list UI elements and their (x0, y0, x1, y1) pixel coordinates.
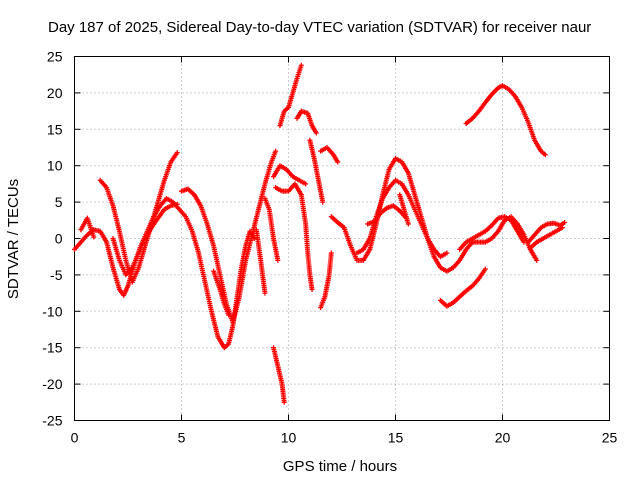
series-arc-w (463, 83, 548, 158)
data-point (320, 199, 326, 205)
data-point (559, 225, 565, 231)
data-point (542, 152, 548, 158)
x-tick-label: 10 (281, 430, 297, 446)
y-tick-label: 15 (47, 121, 63, 137)
series-layer (72, 62, 568, 405)
x-tick-label: 5 (178, 430, 186, 446)
grid-layer (74, 56, 610, 421)
data-point (309, 286, 315, 292)
series-arc-t (365, 203, 409, 227)
data-point (562, 219, 568, 225)
y-tick-label: 5 (55, 194, 63, 210)
data-point (534, 257, 540, 263)
series-arc-b (78, 215, 97, 240)
data-point (313, 130, 319, 136)
series-arc-u (397, 192, 411, 227)
x-tick-label: 15 (388, 430, 404, 446)
series-arc-f (211, 268, 232, 318)
data-point (275, 257, 281, 263)
data-point (273, 148, 279, 154)
series-arc-e (179, 148, 279, 325)
chart-title: Day 187 of 2025, Sidereal Day-to-day VTE… (48, 19, 591, 36)
data-point (281, 399, 287, 405)
series-arc-i (271, 345, 287, 405)
series-arc-v (437, 266, 488, 309)
data-point (335, 159, 341, 165)
data-point (521, 239, 527, 245)
data-point (174, 201, 180, 207)
data-point (405, 221, 411, 227)
series-arc-q (318, 145, 341, 165)
series-arc-s (354, 177, 450, 260)
y-tick-label: -5 (50, 267, 63, 283)
series-arc-z (527, 225, 565, 251)
data-point (303, 181, 309, 187)
y-axis-label: SDTVAR / TECUs (5, 179, 22, 299)
y-tick-label: -15 (42, 340, 62, 356)
x-axis-label: GPS time / hours (283, 458, 397, 475)
y-tick-label: 20 (47, 85, 63, 101)
x-tick-label: 25 (602, 430, 618, 446)
series-arc-g (253, 227, 268, 296)
x-tick-label: 0 (71, 430, 79, 446)
series-arc-d (110, 201, 180, 278)
series-arc-r (328, 155, 540, 274)
data-point (444, 250, 450, 256)
y-tick-label: 25 (47, 49, 63, 65)
data-point (482, 266, 488, 272)
data-point (298, 62, 304, 68)
y-tick-label: 0 (55, 231, 63, 247)
series-arc-n (298, 192, 315, 292)
series-arc-k (271, 163, 309, 187)
data-point (91, 234, 97, 240)
series-arc-o (307, 137, 326, 205)
series-arc-c (97, 150, 180, 285)
series-arc-m (294, 108, 319, 136)
data-point (262, 290, 268, 296)
series-arc-p (318, 250, 334, 311)
series-arc-h (262, 195, 281, 263)
data-point (226, 312, 232, 318)
y-tick-label: 10 (47, 158, 63, 174)
data-point (174, 150, 180, 156)
series-arc-x (457, 214, 527, 252)
y-tick-label: -20 (42, 376, 62, 392)
tick-layer: 0 5 10 15 20 25 -25 -20 -15 -10 -5 0 5 10 15 20 25 (42, 49, 617, 446)
data-point (328, 250, 334, 256)
x-tick-label: 20 (495, 430, 511, 446)
series-arc-a (72, 195, 257, 351)
series-arc-j (277, 62, 304, 129)
y-tick-label: -10 (42, 303, 62, 319)
series-arc-y (525, 219, 568, 245)
y-tick-label: -25 (42, 413, 62, 429)
plot-frame (74, 56, 610, 421)
